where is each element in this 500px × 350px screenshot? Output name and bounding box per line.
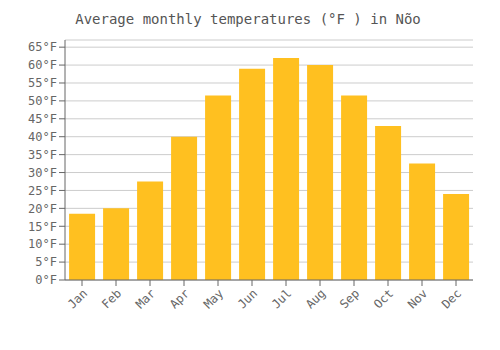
- html-text:Average monthly temperatures (: Average monthly temperatures (°F ) in Nõ…: [75, 11, 421, 27]
- svg-text:55°F: 55°F: [28, 76, 57, 90]
- svg-text:Dec: Dec: [439, 286, 464, 311]
- svg-text:Sep: Sep: [337, 286, 362, 311]
- svg-text:May: May: [201, 286, 226, 311]
- svg-text:Nov: Nov: [405, 286, 430, 311]
- svg-text:Jul: Jul: [269, 286, 294, 311]
- svg-text:60°F: 60°F: [28, 58, 57, 72]
- svg-text:15°F: 15°F: [28, 220, 57, 234]
- svg-text:Jan: Jan: [65, 286, 90, 311]
- svg-text:Aug: Aug: [303, 286, 328, 311]
- svg-text:65°F: 65°F: [28, 40, 57, 54]
- svg-text:Mar: Mar: [133, 286, 158, 311]
- svg-text:Feb: Feb: [99, 286, 124, 311]
- svg-text:Apr: Apr: [167, 286, 192, 311]
- svg-text:50°F: 50°F: [28, 94, 57, 108]
- svg-text:30°F: 30°F: [28, 166, 57, 180]
- svg-text:5°F: 5°F: [35, 255, 57, 269]
- svg-text:25°F: 25°F: [28, 184, 57, 198]
- svg-text:35°F: 35°F: [28, 148, 57, 162]
- svg-text:Oct: Oct: [371, 286, 396, 311]
- svg-text:45°F: 45°F: [28, 112, 57, 126]
- svg-text:20°F: 20°F: [28, 202, 57, 216]
- svg-text:0°F: 0°F: [35, 273, 57, 287]
- svg-text:10°F: 10°F: [28, 237, 57, 251]
- svg-text:40°F: 40°F: [28, 130, 57, 144]
- svg-text:Jun: Jun: [235, 286, 260, 311]
